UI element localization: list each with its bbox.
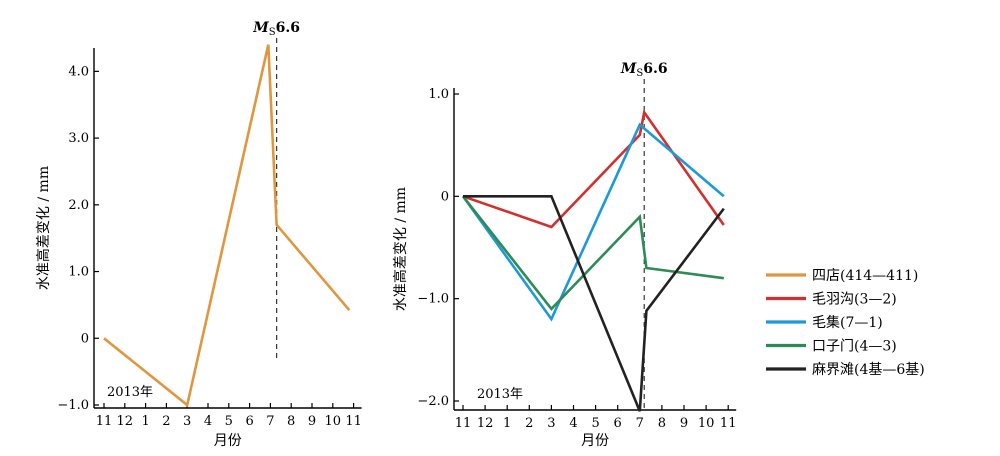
year-label: 2013年 <box>107 385 153 400</box>
chart-panel-2: −2.0−1.001.011 12 1 2 3 4 5 6 7 8 9 10 11月份2013年水准高差… <box>392 61 736 449</box>
y-tick-label: −2.0 <box>417 394 449 409</box>
series-line <box>463 195 725 412</box>
y-tick-label: 0 <box>441 189 449 204</box>
x-tick-label: 8 <box>287 414 295 429</box>
x-tick-label: 6 <box>245 414 253 429</box>
x-tick-label: 6 <box>614 416 622 431</box>
y-tick-label: 3.0 <box>68 131 89 146</box>
x-tick-label: 12 <box>477 416 494 431</box>
x-tick-label: 2 <box>162 414 170 429</box>
x-tick-label: 7 <box>266 414 274 429</box>
x-tick-label: 10 <box>325 414 342 429</box>
earthquake-label: MS6.6 <box>620 61 668 79</box>
legend-label: 四店(414—411) <box>812 268 918 284</box>
y-tick-label: 2.0 <box>68 198 89 213</box>
year-label: 2013年 <box>477 387 523 402</box>
y-tick-label: 0 <box>81 331 89 346</box>
x-tick-label: 10 <box>698 416 715 431</box>
series-line <box>462 109 725 229</box>
x-tick-label: 3 <box>183 414 191 429</box>
x-axis-title: 月份 <box>214 433 242 449</box>
series-line <box>461 122 725 322</box>
x-tick-label: 5 <box>591 416 599 431</box>
x-tick-label: 4 <box>569 416 577 431</box>
x-tick-label: 1 <box>141 414 149 429</box>
x-tick-label: 2 <box>525 416 533 431</box>
y-tick-label: −1.0 <box>57 398 89 413</box>
legend-label: 毛羽沟(3—2) <box>812 292 897 308</box>
earthquake-label: MS6.6 <box>252 20 300 38</box>
y-tick-label: 1.0 <box>428 87 449 102</box>
x-tick-label: 12 <box>117 414 134 429</box>
x-tick-label: 7 <box>636 416 644 431</box>
x-tick-label: 11 <box>96 414 113 429</box>
x-tick-label: 9 <box>308 414 316 429</box>
y-tick-label: 1.0 <box>68 265 89 280</box>
y-axis-title: 水准高差变化 / mm <box>392 187 409 311</box>
legend-label: 毛集(7—1) <box>812 314 883 331</box>
chart-panel-1: −1.001.02.03.04.011 12 1 2 3 4 5 6 7 8 9 10 11月份2013… <box>35 20 362 449</box>
series-line <box>461 195 724 311</box>
legend: 四店(414—411) 毛羽沟(3—2) 毛集(7—1) 口子门(4—3) 麻界滩(4基… <box>766 268 925 378</box>
x-tick-label: 9 <box>680 416 688 431</box>
y-tick-label: −1.0 <box>417 292 449 307</box>
series-line <box>103 44 351 408</box>
x-tick-label: 4 <box>204 414 212 429</box>
x-tick-label: 11 <box>345 414 362 429</box>
x-tick-label: 5 <box>225 414 233 429</box>
x-tick-label: 3 <box>547 416 555 431</box>
legend-label: 麻界滩(4基—6基) <box>812 361 925 378</box>
y-axis-title: 水准高差变化 / mm <box>35 166 52 290</box>
x-tick-label: 8 <box>658 416 666 431</box>
x-axis-title: 月份 <box>581 433 609 449</box>
x-tick-label: 11 <box>720 416 737 431</box>
y-tick-label: 4.0 <box>68 64 89 79</box>
x-tick-label: 1 <box>503 416 511 431</box>
x-tick-label: 11 <box>455 416 472 431</box>
legend-label: 口子门(4—3) <box>812 339 897 355</box>
